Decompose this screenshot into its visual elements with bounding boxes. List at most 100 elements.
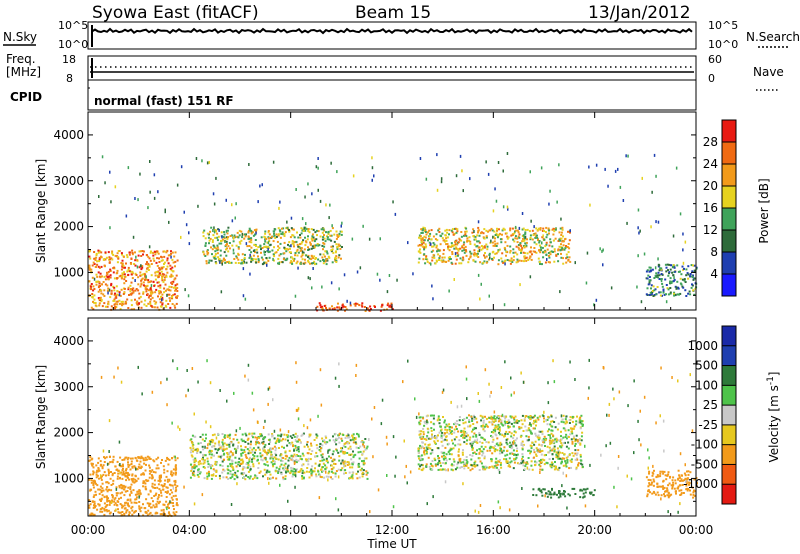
- heatmap-cell: [145, 290, 148, 293]
- heatmap-cell: [332, 439, 335, 442]
- heatmap-cell: [420, 239, 423, 242]
- heatmap-cell: [217, 432, 219, 435]
- heatmap-cell: [545, 226, 548, 229]
- heatmap-cell: [155, 503, 158, 506]
- heatmap-cell: [663, 293, 666, 296]
- heatmap-cell: [252, 234, 255, 237]
- heatmap-cell: [291, 228, 294, 231]
- heatmap-cell: [111, 499, 114, 502]
- heatmap-cell: [156, 486, 159, 489]
- heatmap-cell: [433, 243, 436, 246]
- heatmap-cell: [658, 269, 661, 272]
- heatmap-cell: [237, 262, 240, 264]
- heatmap-cell: [92, 289, 95, 292]
- heatmap-cell: [528, 257, 531, 260]
- heatmap-cell: [315, 475, 318, 478]
- heatmap-cell: [103, 495, 106, 498]
- heatmap-cell: [145, 263, 148, 266]
- heatmap-cell: [551, 462, 554, 465]
- heatmap-cell: [433, 457, 436, 460]
- heatmap-cell: [250, 257, 253, 260]
- heatmap-cell: [313, 470, 316, 473]
- heatmap-cell: [564, 422, 567, 425]
- heatmap-cell: [650, 284, 653, 287]
- heatmap-cell: [648, 266, 651, 269]
- heatmap-cell: [432, 242, 435, 244]
- heatmap-cell: [210, 226, 213, 229]
- heatmap-cell: [247, 437, 250, 440]
- heatmap-cell: [240, 452, 243, 455]
- heatmap-cell: [541, 263, 543, 266]
- heatmap-cell: [146, 288, 149, 291]
- heatmap-cell: [421, 437, 424, 440]
- heatmap-cell: [171, 258, 174, 261]
- heatmap-cell: [127, 266, 130, 269]
- heatmap-cell: [555, 453, 558, 456]
- heatmap-cell: [524, 235, 527, 239]
- heatmap-cell: [260, 251, 262, 254]
- heatmap-cell: [428, 437, 431, 440]
- heatmap-cell: [510, 422, 513, 425]
- heatmap-cell: [299, 247, 302, 250]
- heatmap-cell: [95, 256, 98, 259]
- heatmap-cell: [132, 290, 135, 293]
- heatmap-cell: [328, 307, 331, 310]
- heatmap-cell: [99, 508, 102, 511]
- heatmap-cell: [144, 456, 147, 459]
- heatmap-cell: [601, 249, 603, 253]
- heatmap-cell: [147, 302, 150, 305]
- heatmap-cell: [510, 435, 513, 438]
- heatmap-cell: [307, 460, 310, 463]
- heatmap-cell: [165, 496, 168, 498]
- heatmap-cell: [436, 188, 439, 192]
- heatmap-cell: [568, 239, 571, 242]
- heatmap-cell: [575, 466, 578, 469]
- heatmap-cell: [662, 290, 665, 293]
- heatmap-cell: [323, 476, 326, 479]
- heatmap-cell: [530, 460, 533, 463]
- heatmap-cell: [438, 231, 441, 233]
- heatmap-cell: [487, 441, 490, 444]
- heatmap-cell: [694, 287, 697, 290]
- heatmap-cell: [281, 261, 284, 264]
- heatmap-cell: [301, 475, 304, 477]
- heatmap-cell: [474, 235, 477, 238]
- heatmap-cell: [292, 257, 295, 260]
- heatmap-cell: [333, 240, 336, 243]
- heatmap-cell: [125, 280, 128, 282]
- heatmap-cell: [421, 458, 424, 461]
- heatmap-cell: [548, 232, 550, 235]
- heatmap-cell: [291, 470, 294, 473]
- heatmap-cell: [452, 464, 455, 467]
- heatmap-cell: [453, 247, 456, 250]
- freq-left-bottom: 8: [66, 72, 73, 85]
- heatmap-cell: [244, 432, 247, 435]
- heatmap-cell: [681, 278, 684, 281]
- heatmap-cell: [653, 289, 656, 292]
- heatmap-cell: [501, 233, 503, 236]
- heatmap-cell: [244, 453, 247, 456]
- heatmap-cell: [277, 249, 279, 251]
- heatmap-cell: [651, 268, 654, 271]
- heatmap-cell: [237, 441, 240, 444]
- heatmap-cell: [552, 239, 555, 242]
- heatmap-cell: [574, 493, 577, 495]
- heatmap-cell: [99, 272, 102, 275]
- heatmap-cell: [568, 247, 571, 250]
- heatmap-cell: [498, 452, 501, 455]
- heatmap-cell: [281, 460, 284, 463]
- heatmap-cell: [252, 465, 255, 468]
- heatmap-cell: [223, 442, 226, 445]
- heatmap-cell: [88, 478, 91, 481]
- heatmap-cell: [247, 236, 250, 239]
- heatmap-cell: [218, 228, 220, 232]
- heatmap-cell: [234, 456, 237, 459]
- heatmap-cell: [437, 455, 439, 457]
- heatmap-cell: [158, 494, 160, 496]
- heatmap-cell: [357, 451, 360, 454]
- heatmap-cell: [252, 250, 255, 252]
- heatmap-cell: [198, 470, 201, 473]
- heatmap-cell: [290, 259, 293, 262]
- heatmap-cell: [493, 230, 496, 233]
- heatmap-cell: [460, 231, 463, 233]
